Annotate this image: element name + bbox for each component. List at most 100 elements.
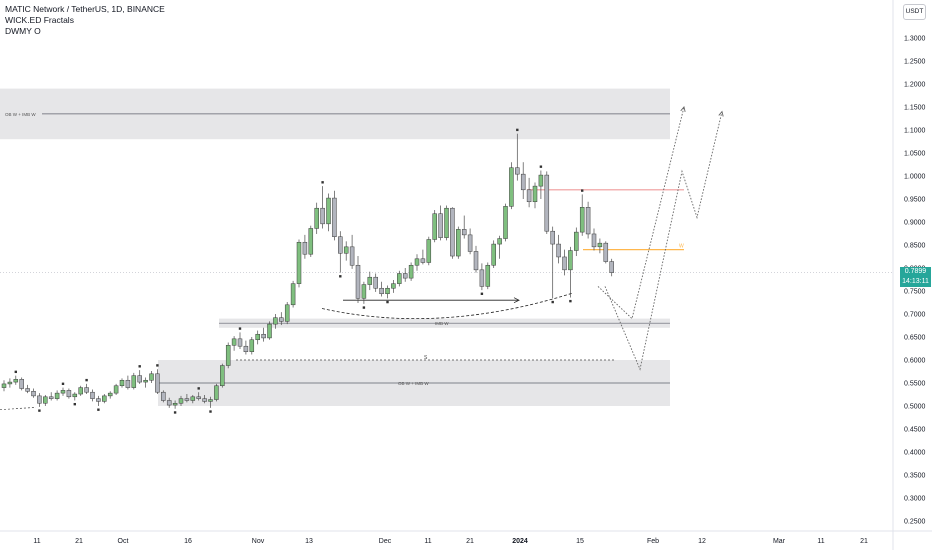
candle-body	[25, 388, 30, 392]
candle-body	[544, 174, 550, 232]
candle-body	[343, 246, 349, 254]
x-tick-label: 11	[424, 538, 431, 545]
y-tick-label: 0.4000	[904, 450, 926, 457]
candle-body	[538, 174, 544, 187]
candle-body	[402, 273, 408, 279]
y-tick-label: 1.1000	[904, 128, 926, 135]
candle-body	[467, 234, 473, 252]
y-tick-label: 0.2500	[904, 519, 926, 526]
fractal-low-marker	[480, 292, 484, 295]
candle-body	[48, 396, 54, 399]
fractal-high-marker	[156, 364, 159, 367]
candle-body	[473, 251, 479, 271]
fractal-high-marker	[61, 382, 65, 385]
candle-body	[90, 391, 95, 399]
indicator-wicked-fractals[interactable]: WICK.ED Fractals	[5, 15, 74, 25]
candle-body	[497, 238, 502, 245]
y-tick-label: 0.5500	[904, 381, 926, 388]
candle-body	[591, 233, 597, 248]
y-tick-label: 0.3000	[904, 496, 926, 503]
candle-body	[196, 396, 201, 399]
candle-body	[66, 390, 72, 398]
fractal-high-marker	[14, 370, 17, 374]
candle-body	[562, 256, 567, 271]
candle-body	[526, 189, 532, 203]
candle-body	[19, 379, 24, 389]
y-tick-label: 0.5000	[904, 404, 926, 411]
candle-body	[385, 287, 390, 295]
candle-body	[214, 385, 219, 400]
x-tick-label: 12	[698, 538, 706, 545]
candle-body	[7, 381, 13, 385]
candle-countdown: 14:13:11	[902, 278, 929, 285]
candle-body	[237, 338, 243, 347]
indicator-dwmy[interactable]: DWMY O	[5, 26, 41, 36]
candle-body	[597, 242, 603, 248]
candle-body	[231, 338, 237, 346]
y-tick-label: 1.2000	[904, 82, 926, 89]
candle-body	[113, 385, 119, 394]
candle-body	[13, 379, 19, 383]
fractal-low-marker	[97, 408, 100, 411]
y-tick-label: 0.7500	[904, 289, 926, 296]
fractal-low-marker	[386, 300, 389, 304]
candle-body	[320, 207, 325, 225]
x-tick-label: 16	[184, 538, 192, 545]
y-tick-label: 1.2500	[904, 59, 926, 66]
fractal-high-marker	[321, 181, 324, 184]
fractal-low-marker	[73, 402, 76, 406]
candle-body	[302, 241, 308, 255]
candle-body	[444, 207, 449, 238]
candle-body	[131, 375, 137, 388]
fractal-low-marker	[339, 275, 342, 278]
y-tick-label: 1.3000	[904, 36, 926, 43]
candle-body	[479, 269, 485, 287]
x-tick-label: Oct	[118, 538, 129, 545]
x-tick-label: Dec	[379, 538, 392, 545]
candle-body	[1, 383, 7, 388]
candle-body	[279, 317, 284, 322]
fractal-high-marker	[539, 165, 543, 168]
y-tick-label: 0.8500	[904, 243, 926, 250]
fractal-low-marker	[173, 411, 177, 414]
candle-body	[550, 230, 555, 245]
candle-body	[603, 242, 609, 262]
candle-body	[338, 236, 343, 254]
candle-body	[520, 173, 526, 191]
candle-body	[367, 276, 373, 285]
candle-body	[420, 258, 426, 263]
fractal-high-marker	[238, 327, 242, 330]
candle-body	[503, 206, 508, 239]
candle-body	[166, 400, 172, 406]
fractal-low-marker	[569, 299, 572, 303]
candle-body	[314, 207, 319, 229]
candle-body	[161, 391, 166, 401]
symbol-title[interactable]: MATIC Network / TetherUS, 1D, BINANCE	[5, 4, 165, 14]
candle-body	[143, 379, 148, 383]
y-tick-label: 0.3500	[904, 473, 926, 480]
candle-body	[125, 379, 131, 388]
candle-body	[255, 333, 260, 341]
candle-body	[332, 197, 337, 237]
x-tick-label: Feb	[647, 538, 659, 545]
y-tick-label: 0.7000	[904, 312, 926, 319]
candle-body	[60, 390, 66, 394]
candle-body	[308, 228, 314, 255]
currency-button[interactable]: USDT	[903, 4, 926, 20]
candle-body	[579, 207, 585, 233]
x-tick-label: 21	[75, 538, 83, 545]
candle-body	[290, 283, 296, 306]
candle-body	[102, 395, 107, 402]
candle-body	[532, 185, 538, 203]
x-tick-label: 11	[817, 538, 824, 545]
projection-path	[597, 106, 685, 320]
x-tick-label: 21	[860, 538, 868, 545]
candle-body	[119, 379, 125, 387]
fractal-high-marker	[516, 128, 519, 132]
fractal-low-marker	[362, 306, 366, 309]
fractal-low-marker	[551, 300, 554, 304]
candle-body	[190, 396, 196, 401]
weekly-open-label: W	[679, 244, 684, 250]
